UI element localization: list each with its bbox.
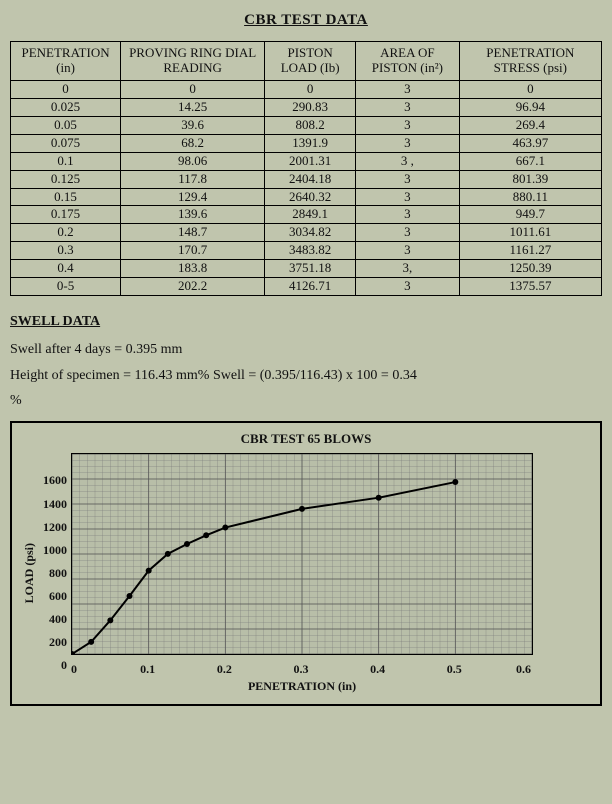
table-cell: 183.8 [121,260,265,278]
table-cell: 463.97 [459,134,601,152]
table-cell: 3751.18 [265,260,356,278]
table-cell: 0 [121,80,265,98]
table-cell: 0 [11,80,121,98]
page-title: CBR TEST DATA [10,12,602,29]
table-row: 0.175139.62849.13949.7 [11,206,602,224]
table-cell: 148.7 [121,224,265,242]
table-cell: 98.06 [121,152,265,170]
table-cell: 117.8 [121,170,265,188]
chart-ylabel: LOAD (psi) [22,543,37,603]
swell-line-1: Swell after 4 days = 0.395 mm [10,340,602,360]
chart-yticks: 16001400120010008006004002000 [43,473,67,673]
table-cell: 68.2 [121,134,265,152]
table-cell: 3483.82 [265,242,356,260]
table-cell: 1161.27 [459,242,601,260]
table-row: 0.4183.83751.183,1250.39 [11,260,602,278]
table-row: 0.125117.82404.183801.39 [11,170,602,188]
table-cell: 3 [356,242,460,260]
cbr-data-table: PENETRATION (in)PROVING RING DIAL READIN… [10,41,602,296]
table-row: 0.3170.73483.8231161.27 [11,242,602,260]
table-cell: 2849.1 [265,206,356,224]
table-cell: 0.1 [11,152,121,170]
chart-title: CBR TEST 65 BLOWS [22,431,590,447]
table-cell: 3 [356,170,460,188]
table-cell: 2001.31 [265,152,356,170]
swell-line-3: % [10,391,602,411]
table-cell: 0.2 [11,224,121,242]
table-cell: 3 [356,224,460,242]
table-cell: 202.2 [121,278,265,296]
table-cell: 1011.61 [459,224,601,242]
table-cell: 3 , [356,152,460,170]
table-cell: 3 [356,98,460,116]
chart-container: CBR TEST 65 BLOWS LOAD (psi) 16001400120… [10,421,602,706]
table-cell: 3 [356,116,460,134]
table-cell: 3 [356,80,460,98]
table-cell: 3, [356,260,460,278]
table-cell: 0.4 [11,260,121,278]
table-cell: 170.7 [121,242,265,260]
table-cell: 808.2 [265,116,356,134]
table-header: PISTON LOAD (Ib) [265,42,356,81]
table-cell: 1391.9 [265,134,356,152]
table-cell: 3 [356,278,460,296]
table-cell: 1375.57 [459,278,601,296]
table-row: 0.07568.21391.93463.97 [11,134,602,152]
table-row: 0.198.062001.313 ,667.1 [11,152,602,170]
table-cell: 269.4 [459,116,601,134]
swell-line-2: Height of specimen = 116.43 mm% Swell = … [10,366,602,386]
table-row: 0.0539.6808.23269.4 [11,116,602,134]
table-row: 00030 [11,80,602,98]
table-cell: 0.025 [11,98,121,116]
table-cell: 96.94 [459,98,601,116]
table-cell: 1250.39 [459,260,601,278]
table-cell: 139.6 [121,206,265,224]
table-row: 0-5202.24126.7131375.57 [11,278,602,296]
table-cell: 0.05 [11,116,121,134]
table-cell: 0 [265,80,356,98]
table-cell: 667.1 [459,152,601,170]
table-cell: 880.11 [459,188,601,206]
table-cell: 0-5 [11,278,121,296]
table-header: PROVING RING DIAL READING [121,42,265,81]
table-cell: 3 [356,206,460,224]
table-row: 0.02514.25290.83396.94 [11,98,602,116]
table-cell: 0 [459,80,601,98]
table-cell: 0.15 [11,188,121,206]
swell-heading: SWELL DATA [10,314,602,330]
table-cell: 0.175 [11,206,121,224]
table-cell: 2404.18 [265,170,356,188]
table-cell: 129.4 [121,188,265,206]
table-cell: 3034.82 [265,224,356,242]
table-cell: 0.3 [11,242,121,260]
table-header: PENETRATION STRESS (psi) [459,42,601,81]
table-cell: 4126.71 [265,278,356,296]
table-header: AREA OF PISTON (in²) [356,42,460,81]
table-cell: 2640.32 [265,188,356,206]
table-cell: 14.25 [121,98,265,116]
table-row: 0.2148.73034.8231011.61 [11,224,602,242]
chart-xlabel: PENETRATION (in) [71,679,533,694]
chart-xticks: 00.10.20.30.40.50.6 [71,662,531,677]
table-cell: 0.075 [11,134,121,152]
table-cell: 39.6 [121,116,265,134]
table-cell: 0.125 [11,170,121,188]
table-cell: 290.83 [265,98,356,116]
table-cell: 949.7 [459,206,601,224]
table-cell: 3 [356,134,460,152]
chart-plot [71,453,533,655]
table-row: 0.15129.42640.323880.11 [11,188,602,206]
table-cell: 3 [356,188,460,206]
table-header: PENETRATION (in) [11,42,121,81]
table-cell: 801.39 [459,170,601,188]
